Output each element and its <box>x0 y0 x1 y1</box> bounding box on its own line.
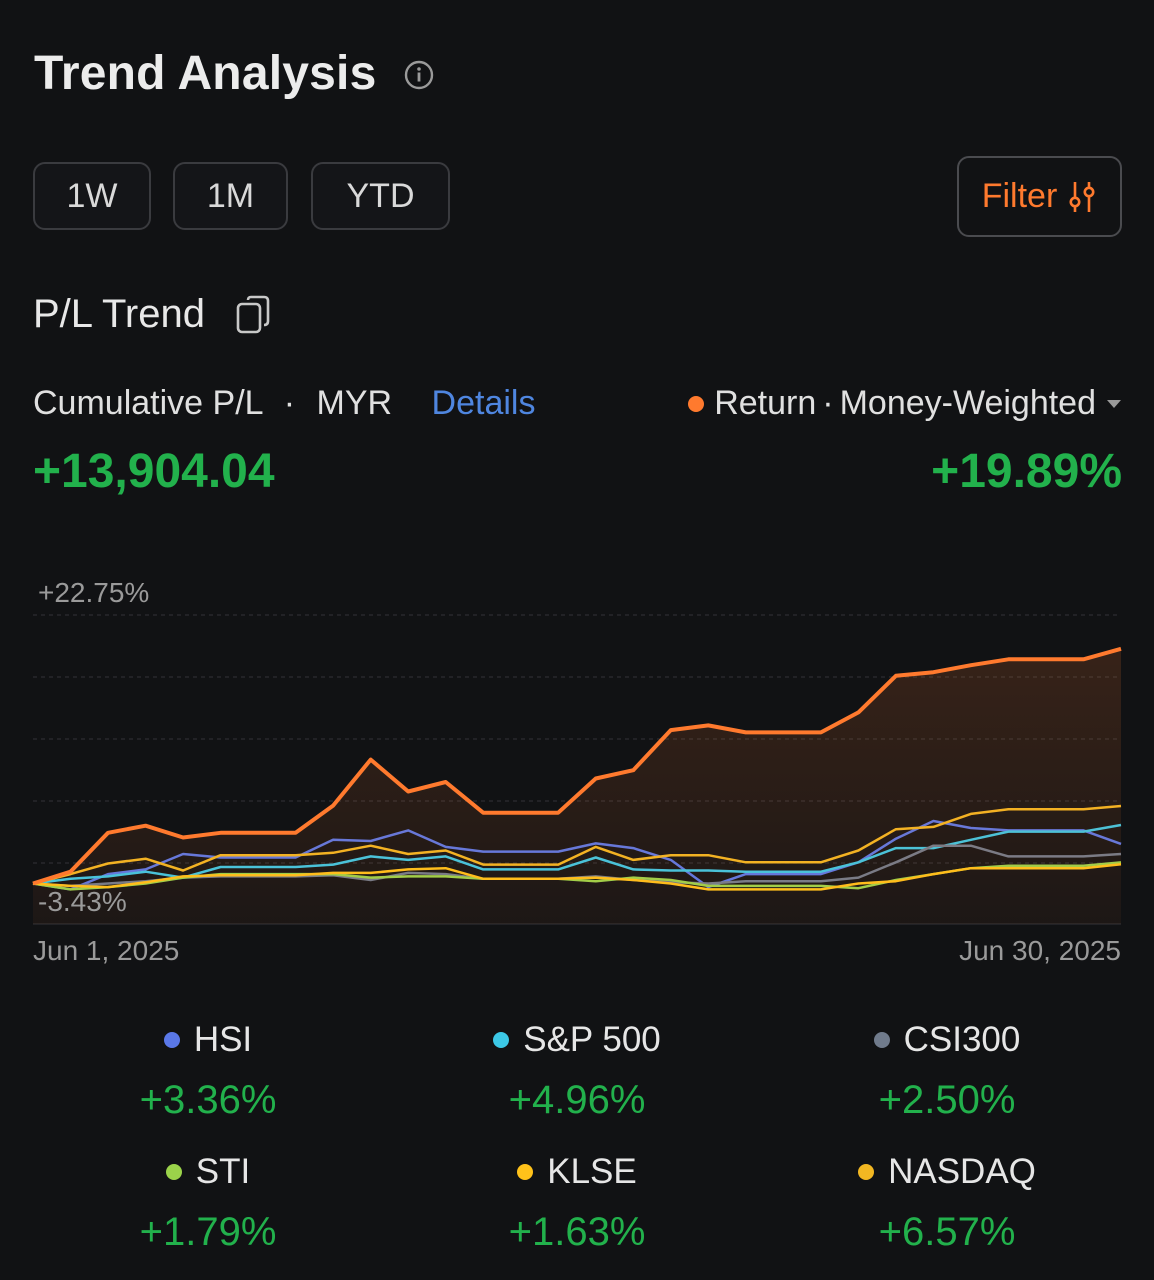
dropdown-icon <box>1107 399 1121 408</box>
y-tick-bottom: -3.43% <box>38 886 127 917</box>
legend-name: HSI <box>193 1020 253 1059</box>
copy-icon[interactable] <box>236 295 272 335</box>
filter-button[interactable]: Filter <box>957 156 1122 237</box>
pl-trend-chart <box>32 614 1122 925</box>
filter-label: Filter <box>981 177 1058 215</box>
legend-item-sti[interactable]: STI +1.79% <box>58 1152 358 1255</box>
section-title: P/L Trend <box>33 292 205 336</box>
return-value: +19.89% <box>931 445 1122 498</box>
legend-item-klse[interactable]: KLSE +1.63% <box>427 1152 727 1255</box>
legend-dot-icon <box>858 1164 875 1180</box>
cumulative-pl-label: Cumulative P/L <box>33 384 263 422</box>
legend-name: STI <box>195 1152 251 1191</box>
legend-dot-icon <box>165 1164 182 1180</box>
legend-value: +2.50% <box>878 1078 1016 1122</box>
legend-dot-icon <box>163 1032 180 1048</box>
legend-dot-icon <box>517 1164 534 1180</box>
legend-item-csi300[interactable]: CSI300 +2.50% <box>797 1020 1097 1123</box>
x-tick-start: Jun 1, 2025 <box>33 935 180 966</box>
legend-value: +6.57% <box>878 1210 1016 1254</box>
legend-dot-icon <box>873 1032 890 1048</box>
page-title: Trend Analysis <box>34 47 377 100</box>
series-area <box>33 648 1121 924</box>
range-ytd-button[interactable]: YTD <box>311 162 450 230</box>
return-dot-icon <box>688 395 705 412</box>
legend-value: +4.96% <box>508 1078 646 1122</box>
x-tick-end: Jun 30, 2025 <box>959 935 1121 966</box>
cumulative-pl-value: +13,904.04 <box>33 445 275 498</box>
legend-name: S&P 500 <box>523 1020 661 1059</box>
y-tick-top: +22.75% <box>38 577 150 608</box>
legend-item-sp500[interactable]: S&P 500 +4.96% <box>427 1020 727 1123</box>
series-line-return-money-weighted <box>32 646 1122 886</box>
details-link[interactable]: Details <box>431 384 536 422</box>
legend-name: CSI300 <box>903 1020 1021 1059</box>
info-icon[interactable] <box>404 60 434 90</box>
legend-name: NASDAQ <box>888 1152 1036 1191</box>
legend-dot-icon <box>493 1032 510 1048</box>
cumulative-pl-row: Cumulative P/L · MYR Details <box>33 384 535 423</box>
legend-value: +1.63% <box>508 1210 646 1254</box>
sliders-icon <box>1069 181 1095 212</box>
legend-name: KLSE <box>547 1152 637 1191</box>
legend-item-hsi[interactable]: HSI +3.36% <box>58 1020 358 1123</box>
range-1w-button[interactable]: 1W <box>33 162 151 230</box>
legend-value: +3.36% <box>139 1078 277 1122</box>
legend-value: +1.79% <box>139 1210 277 1254</box>
return-label: Return <box>714 384 817 422</box>
range-1m-button[interactable]: 1M <box>173 162 288 230</box>
return-separator: · <box>822 384 834 422</box>
return-type-label: Money-Weighted <box>839 384 1096 422</box>
return-selector[interactable]: Return · Money-Weighted <box>688 384 1122 423</box>
legend-item-nasdaq[interactable]: NASDAQ +6.57% <box>797 1152 1097 1255</box>
separator: · <box>283 384 296 422</box>
currency-label: MYR <box>316 384 393 422</box>
